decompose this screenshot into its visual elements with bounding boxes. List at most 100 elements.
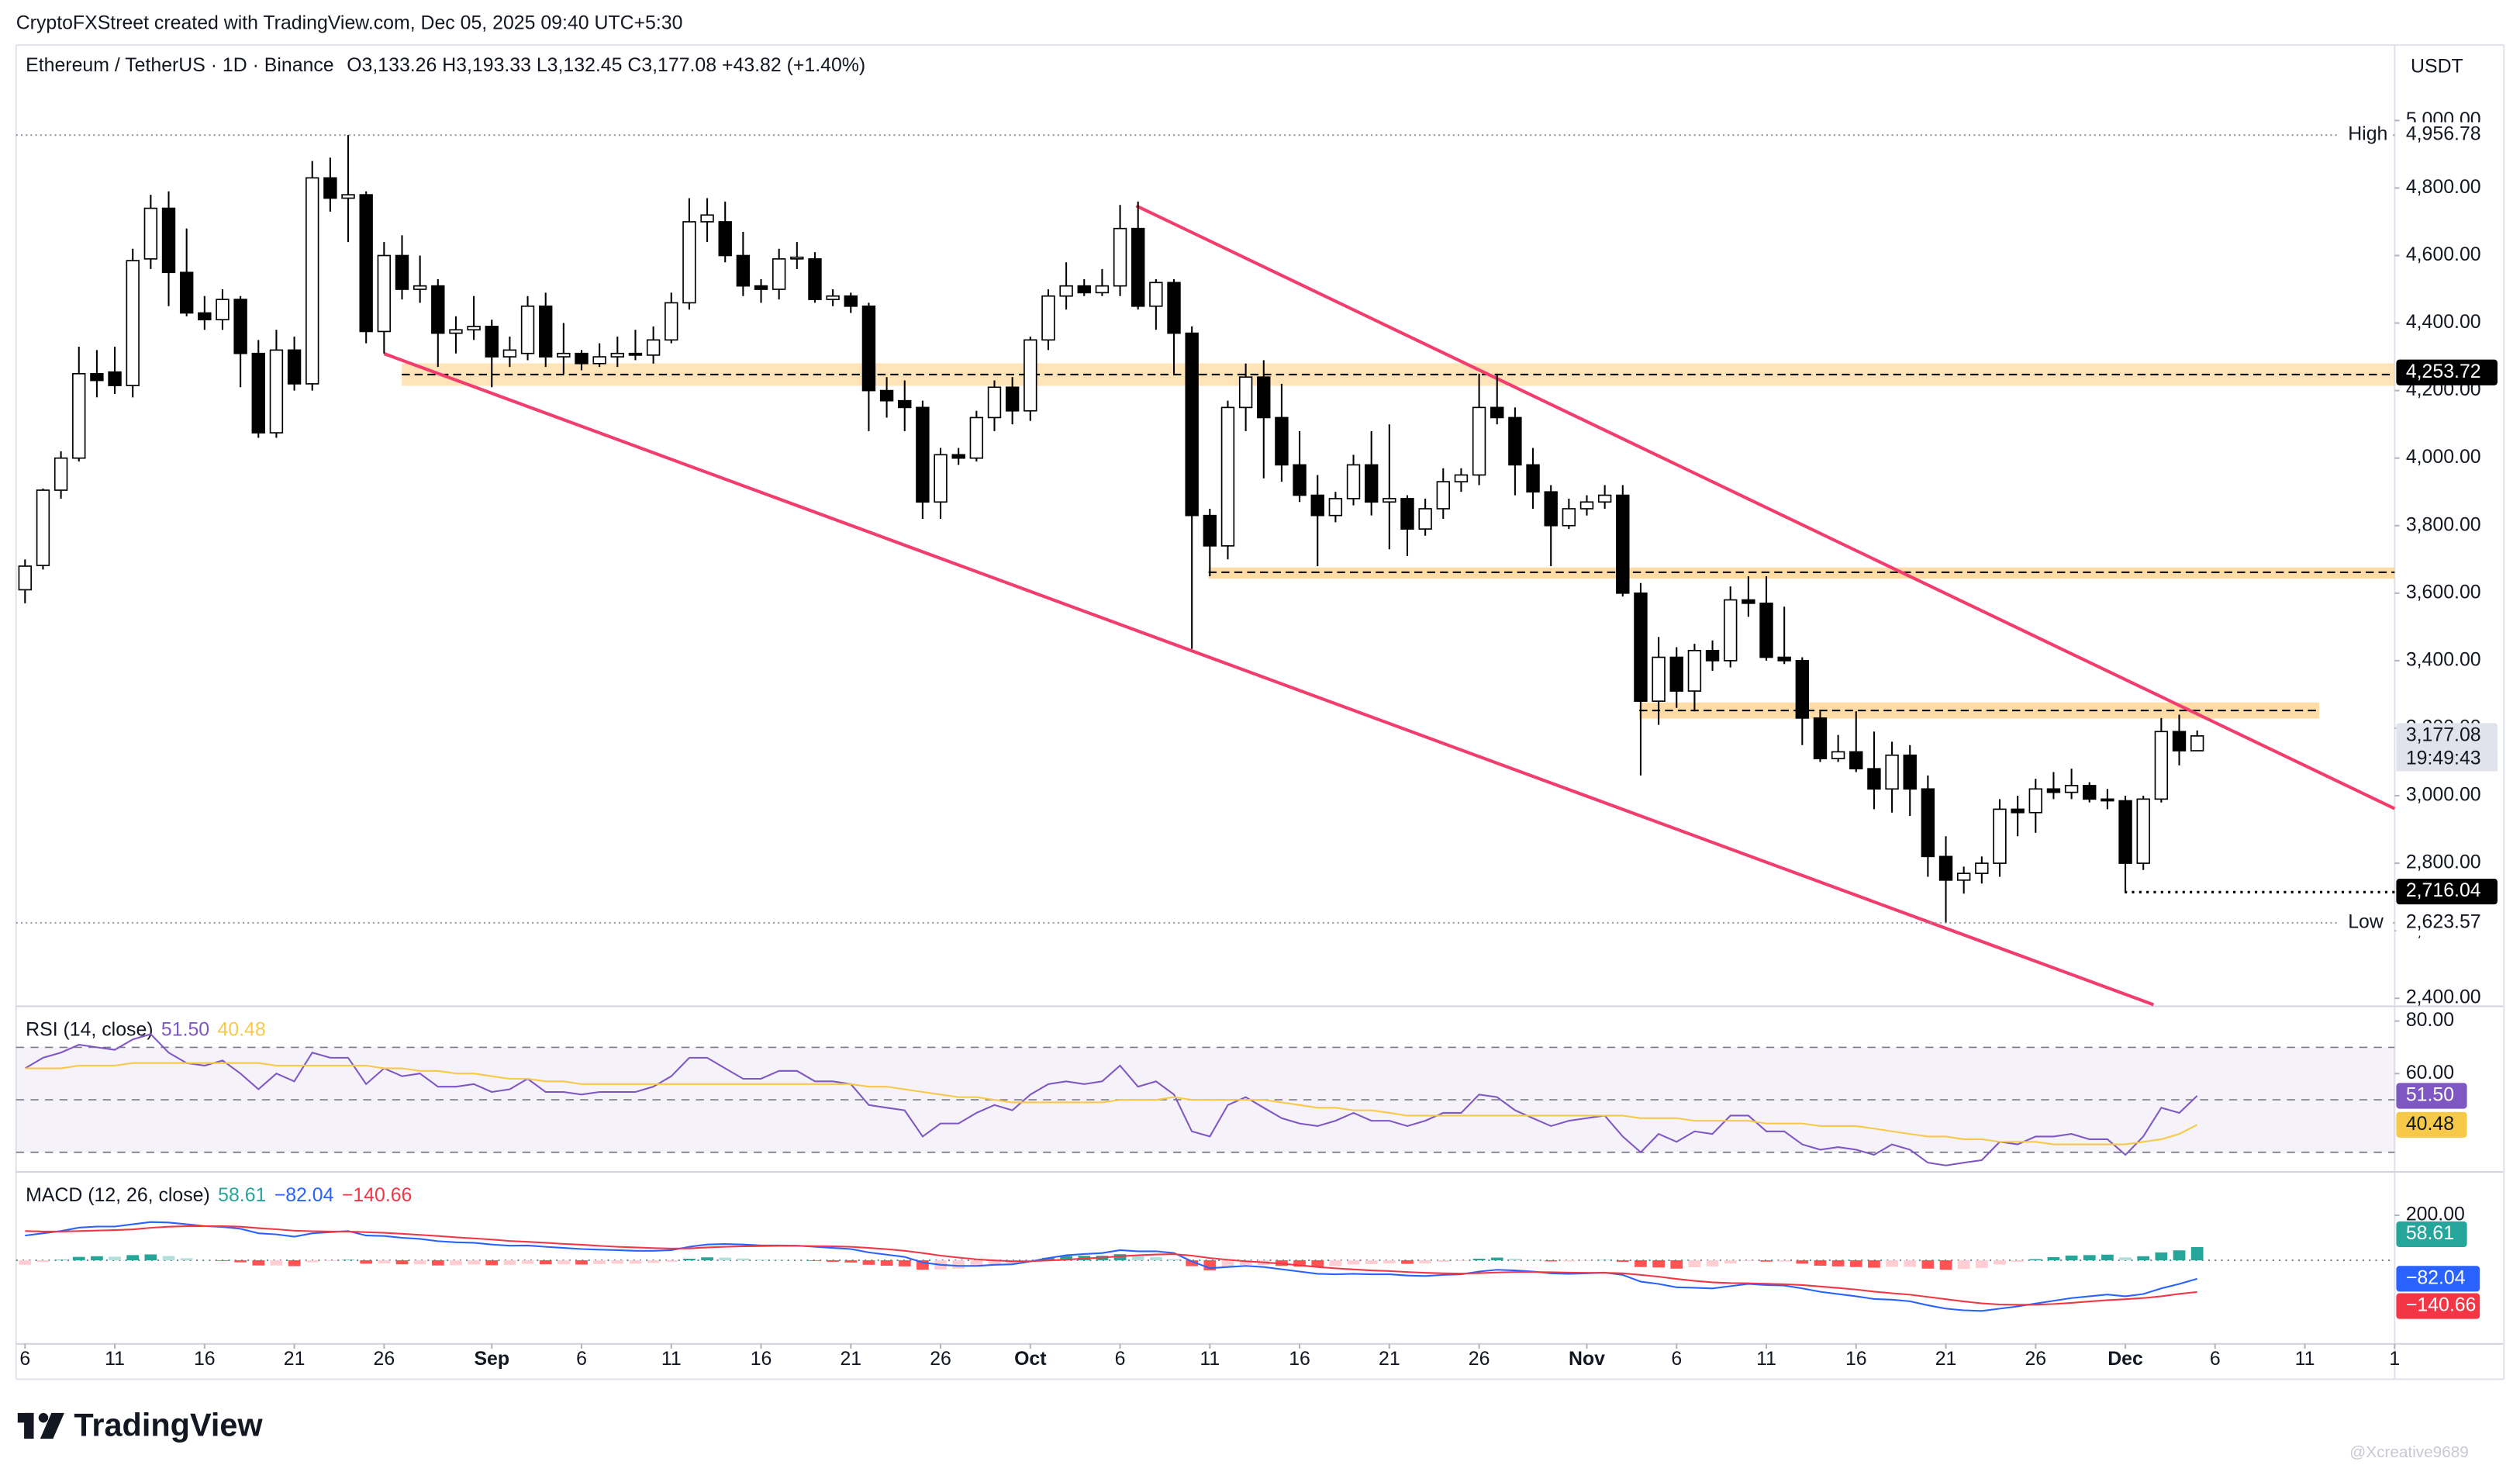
histogram-bar bbox=[880, 1260, 893, 1266]
x-tick-label: 6 bbox=[576, 1348, 587, 1370]
last-value-label: −140.66 bbox=[2406, 1294, 2477, 1316]
histogram-bar bbox=[2173, 1250, 2186, 1261]
histogram-bar bbox=[1311, 1260, 1324, 1267]
candle-body bbox=[1059, 285, 1073, 297]
histogram-bar bbox=[665, 1260, 678, 1263]
x-tick-label: 11 bbox=[1200, 1348, 1220, 1370]
x-tick-label: 26 bbox=[1469, 1348, 1490, 1370]
candle-body bbox=[916, 406, 930, 503]
histogram-bar bbox=[2011, 1260, 2025, 1263]
macd-line bbox=[25, 1225, 2197, 1306]
histogram-bar bbox=[1383, 1260, 1396, 1264]
candle-body bbox=[1185, 332, 1199, 517]
histogram-bar bbox=[1868, 1260, 1880, 1268]
x-tick-label: 11 bbox=[1756, 1348, 1776, 1370]
histogram-bar bbox=[1616, 1260, 1629, 1263]
candle-body bbox=[790, 256, 804, 260]
candle-body bbox=[502, 349, 517, 358]
channel-upper bbox=[1135, 204, 2396, 810]
y-tick-label: 4,400.00 bbox=[2406, 311, 2481, 333]
candle-body bbox=[377, 254, 392, 333]
histogram-bar bbox=[378, 1260, 391, 1264]
histogram-bar bbox=[485, 1260, 499, 1266]
histogram-bar bbox=[126, 1255, 140, 1261]
x-tick-label: 11 bbox=[661, 1348, 682, 1370]
candle-body bbox=[808, 258, 822, 300]
histogram-bar bbox=[1706, 1260, 1719, 1266]
candle-body bbox=[1975, 862, 1989, 874]
candle-body bbox=[1149, 282, 1163, 307]
candle-body bbox=[1113, 227, 1127, 287]
histogram-bar bbox=[1760, 1260, 1773, 1262]
candle-body bbox=[287, 349, 302, 385]
histogram-bar bbox=[1042, 1257, 1055, 1261]
brand-logo bbox=[17, 1412, 64, 1439]
symbol: Ethereum / TetherUS · 1D · Binance bbox=[26, 54, 333, 76]
candle-body bbox=[108, 371, 122, 386]
candle-body bbox=[449, 329, 463, 334]
histogram-bar bbox=[1814, 1260, 1827, 1266]
candle-body bbox=[1597, 494, 1612, 503]
candle-body bbox=[1777, 656, 1791, 662]
candle-body bbox=[216, 299, 230, 321]
histogram-bar bbox=[413, 1260, 426, 1265]
candle-body bbox=[1508, 416, 1522, 466]
candle-body bbox=[646, 339, 661, 356]
histogram-bar bbox=[557, 1260, 570, 1265]
candle-body bbox=[987, 386, 1002, 419]
candle-body bbox=[557, 352, 571, 358]
histogram-bar bbox=[19, 1260, 32, 1265]
ohlc: O3,133.26 H3,193.33 L3,132.45 C3,177.08 … bbox=[347, 54, 865, 76]
histogram-bar bbox=[1293, 1260, 1306, 1267]
candle-body bbox=[682, 221, 696, 304]
histogram-bar bbox=[216, 1260, 229, 1261]
last-value-box bbox=[2396, 1266, 2480, 1292]
histogram-bar bbox=[468, 1260, 480, 1265]
last-value-box bbox=[2396, 1111, 2467, 1138]
candle-body bbox=[1831, 751, 1845, 759]
candle-body bbox=[1220, 406, 1235, 547]
candle-body bbox=[1490, 406, 1504, 419]
histogram-bar bbox=[1060, 1256, 1072, 1261]
histogram-bar bbox=[754, 1259, 768, 1261]
candle-body bbox=[2118, 800, 2132, 864]
macd-line bbox=[25, 1221, 2197, 1312]
last-value-label: −82.04 bbox=[2406, 1266, 2466, 1288]
candle-body bbox=[251, 352, 265, 434]
histogram-bar bbox=[827, 1260, 840, 1263]
candle-body bbox=[1383, 498, 1396, 503]
candle-body bbox=[1742, 599, 1755, 604]
candle-body bbox=[323, 177, 337, 199]
histogram-bar bbox=[737, 1258, 750, 1261]
candle-body bbox=[161, 207, 176, 274]
histogram-bar bbox=[1886, 1260, 1898, 1267]
level-name-box bbox=[2339, 122, 2394, 148]
histogram-bar bbox=[1437, 1260, 1450, 1263]
candle-body bbox=[700, 214, 714, 223]
histogram-bar bbox=[1921, 1260, 1935, 1269]
histogram-bar bbox=[1221, 1260, 1234, 1268]
x-tick-label: 11 bbox=[2295, 1348, 2315, 1370]
candle-body bbox=[2046, 788, 2061, 793]
histogram-bar bbox=[1849, 1260, 1862, 1267]
y-tick-label: 200.00 bbox=[2406, 1203, 2465, 1225]
macd-legend-value: −82.04 bbox=[274, 1184, 334, 1206]
price-label-box bbox=[2396, 122, 2498, 148]
histogram-bar bbox=[36, 1260, 50, 1263]
x-tick-label: 21 bbox=[1935, 1348, 1957, 1370]
price-label: 4,253.72 bbox=[2406, 361, 2481, 382]
rsi-title: RSI (14, close) bbox=[26, 1018, 153, 1040]
candle-body bbox=[1921, 788, 1935, 858]
histogram-bar bbox=[521, 1260, 534, 1264]
candle-body bbox=[1275, 416, 1289, 466]
histogram-bar bbox=[1635, 1260, 1647, 1267]
histogram-bar bbox=[162, 1256, 175, 1261]
x-tick-label: 11 bbox=[105, 1348, 125, 1370]
histogram-bar bbox=[54, 1259, 67, 1261]
price-label-box bbox=[2396, 723, 2498, 749]
histogram-bar bbox=[1562, 1260, 1576, 1262]
macd-legend: MACD (12, 26, close) 58.61 −82.04 −140.66 bbox=[26, 1184, 412, 1206]
candle-body bbox=[2190, 735, 2204, 752]
candle-body bbox=[1993, 808, 2007, 864]
